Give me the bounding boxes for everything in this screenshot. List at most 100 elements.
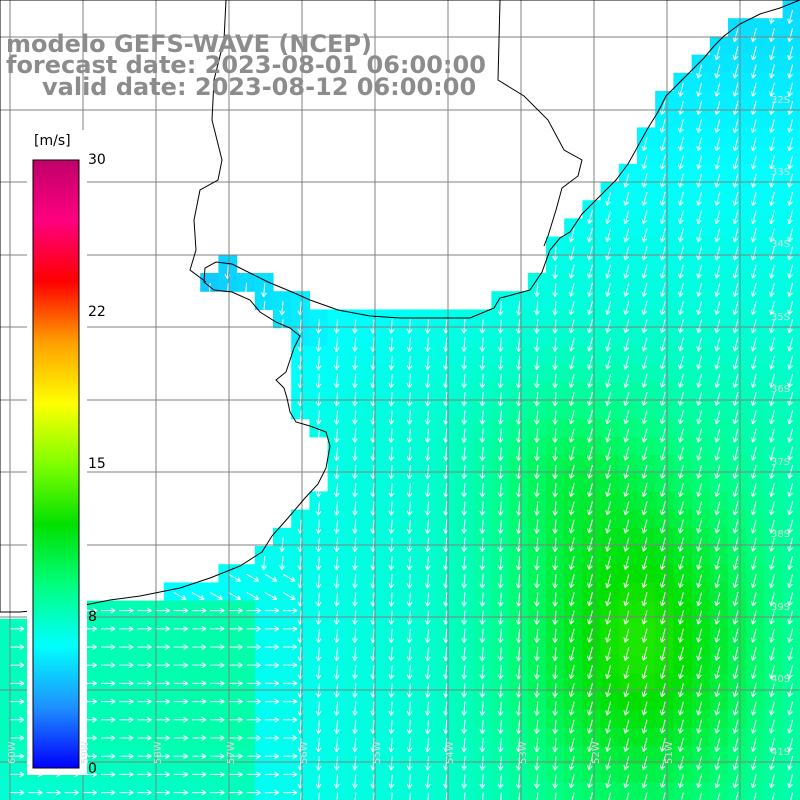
wind-speed-cell: [673, 418, 693, 438]
wind-arrow: [732, 155, 739, 170]
wind-speed-cell: [709, 236, 729, 256]
wind-arrow: [587, 319, 593, 334]
wind-speed-cell: [546, 400, 565, 420]
wind-speed-cell: [236, 273, 256, 292]
wind-speed-cell: [436, 436, 456, 456]
wind-speed-cell: [709, 418, 729, 438]
wind-arrow: [568, 264, 575, 279]
wind-speed-cell: [709, 163, 729, 183]
wind-arrow: [623, 774, 630, 789]
wind-speed-cell: [364, 418, 383, 438]
wind-arrow: [424, 483, 431, 498]
wind-speed-cell: [764, 254, 784, 274]
wind-arrow: [192, 644, 207, 650]
wind-arrow: [714, 446, 721, 461]
wind-arrow: [406, 355, 413, 370]
wind-speed-cell: [764, 327, 784, 347]
wind-arrow: [732, 519, 739, 534]
wind-speed-cell: [564, 637, 583, 656]
wind-speed-cell: [91, 618, 110, 638]
wind-speed-cell: [655, 764, 674, 784]
wind-arrow: [534, 555, 540, 571]
wind-speed-cell: [782, 109, 800, 128]
wind-speed-cell: [491, 382, 511, 401]
wind-speed-cell: [709, 400, 729, 420]
wind-arrow: [352, 337, 358, 352]
wind-speed-cell: [673, 72, 693, 92]
wind-speed-cell: [309, 728, 329, 747]
wind-speed-cell: [509, 709, 529, 729]
wind-arrow: [192, 625, 207, 632]
wind-speed-cell: [364, 436, 383, 456]
wind-speed-cell: [455, 327, 474, 347]
wind-arrow: [787, 555, 794, 570]
wind-speed-cell: [455, 436, 474, 456]
wind-speed-cell: [600, 527, 620, 547]
wind-arrow: [461, 665, 468, 680]
wind-arrow: [787, 665, 794, 680]
wind-speed-cell: [600, 491, 620, 511]
wind-speed-cell: [564, 564, 583, 583]
wind-speed-cell: [582, 709, 602, 729]
wind-speed-cell: [637, 273, 656, 292]
wind-arrow: [605, 392, 612, 407]
wind-speed-cell: [764, 509, 784, 529]
wind-speed-cell: [673, 673, 693, 693]
wind-arrow: [714, 756, 721, 771]
wind-speed-cell: [236, 600, 256, 620]
wind-arrow: [769, 301, 775, 316]
wind-arrow: [605, 483, 612, 498]
wind-arrow: [678, 756, 684, 771]
wind-arrow: [352, 628, 358, 643]
wind-speed-cell: [691, 509, 711, 529]
wind-speed-cell: [364, 382, 383, 401]
wind-arrow: [641, 282, 648, 297]
wind-speed-cell: [382, 455, 401, 474]
wind-arrow: [589, 792, 593, 800]
wind-arrow: [678, 228, 684, 243]
wind-speed-cell: [582, 382, 602, 401]
wind-speed-cell: [691, 455, 711, 474]
wind-speed-cell: [582, 546, 602, 565]
wind-speed-cell: [673, 91, 693, 110]
wind-speed-cell: [473, 309, 492, 329]
wind-arrow: [769, 719, 775, 734]
wind-arrow: [696, 373, 703, 388]
wind-speed-cell: [418, 382, 438, 401]
wind-speed-cell: [91, 637, 110, 656]
wind-speed-cell: [728, 436, 747, 456]
longitude-label: 59W: [80, 741, 91, 764]
wind-arrow: [264, 698, 280, 705]
wind-speed-cell: [691, 200, 711, 219]
wind-speed-cell: [709, 309, 729, 329]
wind-speed-cell: [655, 91, 674, 110]
wind-arrow: [315, 610, 322, 625]
wind-arrow: [678, 301, 684, 316]
wind-speed-cell: [728, 163, 747, 183]
wind-speed-cell: [582, 564, 602, 583]
wind-arrow: [641, 428, 648, 443]
wind-speed-cell: [291, 728, 310, 747]
wind-speed-cell: [473, 564, 492, 583]
wind-arrow: [246, 735, 261, 741]
wind-speed-cell: [527, 546, 547, 565]
wind-arrow: [461, 501, 468, 516]
wind-speed-cell: [691, 291, 711, 310]
wind-speed-cell: [455, 309, 474, 329]
wind-speed-cell: [655, 163, 674, 183]
wind-speed-cell: [728, 218, 747, 238]
wind-arrow: [552, 501, 559, 516]
wind-arrow: [279, 319, 286, 334]
wind-speed-cell: [455, 400, 474, 420]
wind-speed-cell: [618, 600, 638, 620]
wind-speed-cell: [254, 709, 274, 729]
wind-arrow: [552, 592, 559, 607]
wind-speed-cell: [218, 618, 238, 638]
wind-speed-cell: [182, 618, 201, 638]
wind-speed-cell: [618, 436, 638, 456]
wind-arrow: [659, 519, 666, 534]
wind-arrow: [497, 555, 504, 571]
wind-speed-cell: [364, 746, 383, 765]
wind-speed-cell: [691, 72, 711, 92]
wind-arrow: [659, 501, 666, 516]
